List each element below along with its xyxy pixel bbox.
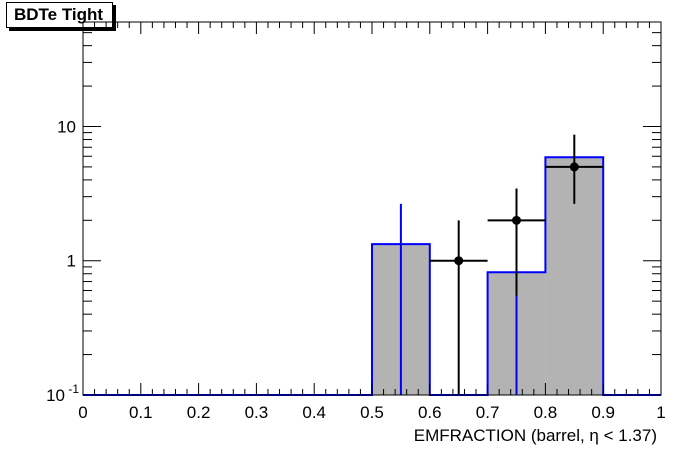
x-tick-label: 0.2	[187, 403, 211, 422]
x-tick-label: 0.5	[360, 403, 384, 422]
plot-frame	[82, 21, 662, 396]
data-points	[429, 134, 604, 395]
x-tick-label: 0.4	[302, 403, 326, 422]
x-tick-label: 0.9	[591, 403, 615, 422]
data-point-marker	[512, 215, 521, 225]
x-tick-label: 0.8	[534, 403, 558, 422]
x-tick-label: 1	[656, 403, 665, 422]
y-tick-label: 1	[67, 252, 76, 271]
data-point-marker	[569, 162, 579, 172]
x-tick-label: 0.1	[129, 403, 153, 422]
y-tick-label: 10	[57, 117, 76, 136]
x-tick-label: 0.7	[476, 403, 500, 422]
x-tick-label: 0	[78, 403, 87, 422]
x-tick-label: 0.6	[418, 403, 442, 422]
y-tick-exponent: -1	[68, 382, 79, 396]
data-point-marker	[454, 256, 464, 266]
y-tick-label: 10	[46, 386, 65, 405]
x-tick-label: 0.3	[245, 403, 269, 422]
x-axis-label: EMFRACTION (barrel, η < 1.37)	[414, 426, 657, 445]
chart-title: BDTe Tight	[6, 2, 114, 28]
